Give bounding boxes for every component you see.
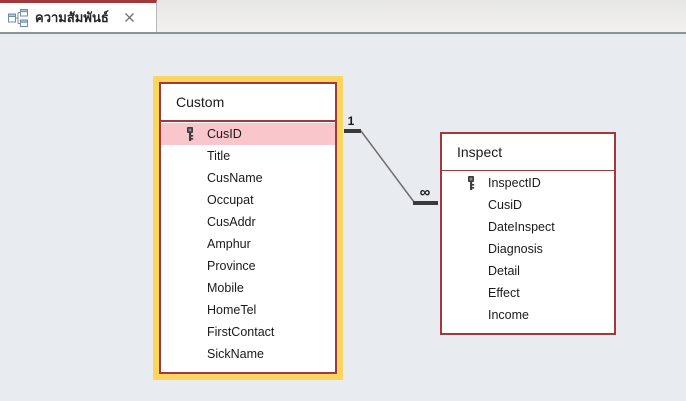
field-occupat[interactable]: Occupat (161, 189, 335, 211)
field-dateinspect[interactable]: DateInspect (442, 216, 614, 238)
field-label: Amphur (207, 237, 251, 251)
field-diagnosis[interactable]: Diagnosis (442, 238, 614, 260)
field-label: CusID (207, 127, 242, 141)
close-icon[interactable] (122, 10, 137, 25)
field-hometel[interactable]: HomeTel (161, 299, 335, 321)
relationships-canvas[interactable]: 1 ∞ Custom CusID Title CusName Occupat CusAddr… (0, 34, 686, 401)
primary-key-icon (186, 127, 195, 142)
table-title-custom[interactable]: Custom (161, 84, 335, 122)
field-label: SickName (207, 347, 264, 361)
field-inspectid[interactable]: InspectID (442, 172, 614, 194)
field-label: FirstContact (207, 325, 275, 339)
field-label: Income (488, 308, 529, 322)
field-detail[interactable]: Detail (442, 260, 614, 282)
field-label: CusName (207, 171, 263, 185)
field-effect[interactable]: Effect (442, 282, 614, 304)
relationships-icon (8, 8, 28, 27)
field-label: Detail (488, 264, 520, 278)
field-firstcontact[interactable]: FirstContact (161, 321, 335, 343)
field-amphur[interactable]: Amphur (161, 233, 335, 255)
tab-label: ความสัมพันธ์ (35, 10, 109, 25)
field-label: HomeTel (207, 303, 257, 317)
field-label: Occupat (207, 193, 254, 207)
table-title-inspect[interactable]: Inspect (442, 134, 614, 171)
field-label: Title (207, 149, 231, 163)
field-cusid[interactable]: CusID (161, 123, 335, 145)
field-label: CusiD (488, 198, 523, 212)
table-custom[interactable]: Custom CusID Title CusName Occupat CusAddr Amp… (153, 76, 343, 380)
field-label: InspectID (488, 176, 541, 190)
field-label: Province (207, 259, 256, 273)
field-list: CusID Title CusName Occupat CusAddr Amphur Pro… (161, 122, 335, 372)
field-sickname[interactable]: SickName (161, 343, 335, 365)
field-list: InspectID CusiD DateInspect Diagnosis Detail… (442, 171, 614, 333)
field-cusaddr[interactable]: CusAddr (161, 211, 335, 233)
cardinality-one: 1 (348, 114, 355, 128)
field-cusid[interactable]: CusiD (442, 194, 614, 216)
cardinality-many: ∞ (420, 184, 431, 201)
field-income[interactable]: Income (442, 304, 614, 326)
tab-relationships[interactable]: ความสัมพันธ์ (0, 0, 157, 32)
field-cusname[interactable]: CusName (161, 167, 335, 189)
document-tab-bar: ความสัมพันธ์ (0, 0, 686, 34)
field-label: Effect (488, 286, 520, 300)
field-label: Mobile (207, 281, 244, 295)
field-province[interactable]: Province (161, 255, 335, 277)
field-label: CusAddr (207, 215, 256, 229)
field-title[interactable]: Title (161, 145, 335, 167)
field-label: Diagnosis (488, 242, 543, 256)
primary-key-icon (467, 176, 476, 191)
field-mobile[interactable]: Mobile (161, 277, 335, 299)
table-inspect[interactable]: Inspect InspectID CusiD DateInspect Diagnosi… (440, 132, 616, 335)
field-label: DateInspect (488, 220, 555, 234)
